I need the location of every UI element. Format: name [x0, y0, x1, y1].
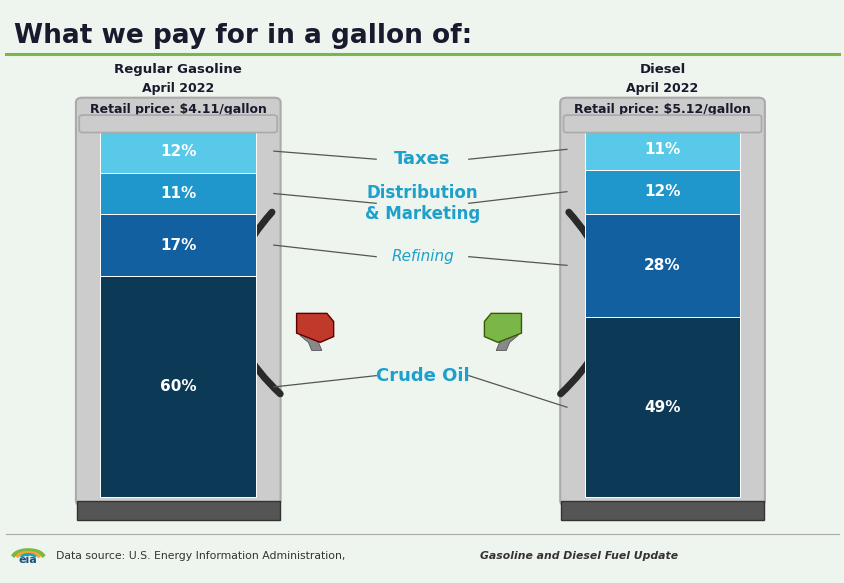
- FancyBboxPatch shape: [79, 115, 277, 132]
- FancyBboxPatch shape: [76, 98, 280, 505]
- Polygon shape: [484, 314, 521, 342]
- Bar: [584, 170, 739, 214]
- Text: 11%: 11%: [160, 186, 196, 201]
- Text: Gasoline and Diesel Fuel Update: Gasoline and Diesel Fuel Update: [479, 551, 677, 561]
- Bar: [100, 173, 256, 214]
- Bar: [560, 501, 763, 519]
- FancyArrowPatch shape: [560, 212, 609, 394]
- Bar: [584, 317, 739, 497]
- Text: Crude Oil: Crude Oil: [376, 367, 468, 385]
- Polygon shape: [300, 333, 322, 350]
- Text: 11%: 11%: [644, 142, 680, 157]
- Bar: [100, 214, 256, 276]
- Polygon shape: [495, 333, 517, 350]
- Text: What we pay for in a gallon of:: What we pay for in a gallon of:: [14, 23, 472, 50]
- Text: Regular Gasoline: Regular Gasoline: [114, 62, 242, 76]
- Polygon shape: [296, 314, 333, 342]
- Text: Taxes: Taxes: [394, 150, 450, 168]
- Text: Data source: U.S. Energy Information Administration,: Data source: U.S. Energy Information Adm…: [56, 551, 349, 561]
- Text: 12%: 12%: [160, 143, 197, 159]
- FancyArrowPatch shape: [231, 212, 280, 394]
- Text: 12%: 12%: [643, 184, 680, 199]
- Bar: [100, 276, 256, 497]
- FancyBboxPatch shape: [563, 115, 760, 132]
- Text: April 2022: April 2022: [625, 82, 698, 96]
- Bar: [77, 501, 279, 519]
- Text: April 2022: April 2022: [142, 82, 214, 96]
- Text: Retail price: $4.11/gallon: Retail price: $4.11/gallon: [89, 103, 267, 116]
- Bar: [584, 214, 739, 317]
- Text: 60%: 60%: [160, 380, 197, 395]
- Text: 49%: 49%: [643, 400, 680, 415]
- Text: 28%: 28%: [643, 258, 680, 273]
- Text: 17%: 17%: [160, 238, 196, 252]
- Text: Diesel: Diesel: [639, 62, 684, 76]
- Text: Retail price: $5.12/gallon: Retail price: $5.12/gallon: [573, 103, 750, 116]
- Bar: [100, 129, 256, 173]
- FancyBboxPatch shape: [560, 98, 764, 505]
- Bar: [584, 129, 739, 170]
- Text: Distribution
& Marketing: Distribution & Marketing: [365, 184, 479, 223]
- Text: eia: eia: [19, 556, 38, 566]
- Text: Refining: Refining: [391, 249, 453, 264]
